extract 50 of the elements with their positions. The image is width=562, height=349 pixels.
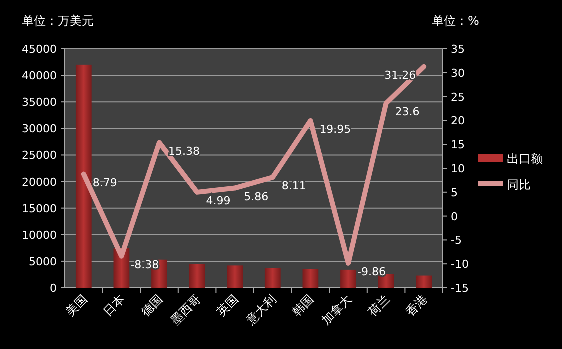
y2-tick-label: 15 (451, 138, 465, 152)
legend-label: 出口额 (507, 152, 543, 166)
legend-label: 同比 (507, 178, 531, 192)
y-tick-label: 20000 (22, 176, 57, 189)
y2-tick-label: 5 (451, 186, 458, 200)
bar (189, 264, 206, 288)
x-tick-label: 加拿大 (319, 292, 355, 328)
y2-tick-label: 25 (451, 90, 465, 104)
bar (76, 64, 92, 288)
x-tick-label: 香港 (403, 292, 430, 320)
x-tick-label: 英国 (214, 292, 242, 320)
data-label: 19.95 (320, 122, 352, 136)
y2-tick-label: -5 (451, 234, 462, 248)
x-tick-label: 韩国 (290, 292, 317, 320)
y2-axis-title: 单位：% (432, 14, 480, 28)
bar (340, 270, 356, 288)
x-tick-label: 日本 (100, 292, 128, 320)
data-label: 8.79 (92, 176, 118, 190)
data-label: 4.99 (206, 194, 231, 208)
y-tick-label: 35000 (22, 96, 57, 110)
bar (416, 276, 432, 288)
data-label: -9.86 (358, 265, 386, 278)
bar (302, 269, 319, 288)
y2-tick-label: 20 (451, 114, 465, 128)
data-label: 8.11 (282, 180, 306, 193)
y2-tick-label: 0 (451, 210, 458, 224)
y2-tick-label: -10 (451, 258, 469, 272)
y-tick-label: 0 (50, 282, 57, 295)
x-tick-label: 德国 (138, 292, 166, 320)
x-tick-label: 荷兰 (366, 292, 392, 320)
y-tick-label: 5000 (29, 255, 57, 268)
bar (227, 266, 244, 288)
data-label: 23.6 (395, 105, 420, 118)
x-tick-label: 美国 (63, 292, 90, 320)
y2-tick-label: -15 (451, 282, 469, 295)
bar (264, 268, 281, 288)
y2-tick-label: 35 (451, 43, 465, 56)
y-tick-label: 25000 (22, 149, 57, 162)
y-axis-title: 单位：万美元 (22, 14, 94, 28)
y2-tick-label: 10 (451, 162, 465, 176)
y-tick-label: 10000 (22, 228, 57, 242)
data-label: 5.86 (244, 190, 269, 204)
y-tick-label: 30000 (22, 122, 57, 136)
data-label: 15.38 (168, 144, 200, 158)
y-tick-label: 15000 (22, 202, 57, 216)
x-tick-label: 意大利 (242, 292, 280, 328)
y-tick-label: 40000 (22, 70, 57, 83)
y2-tick-label: 30 (451, 66, 465, 80)
x-tick-label: 墨西哥 (168, 292, 204, 328)
y-tick-label: 45000 (22, 43, 57, 56)
